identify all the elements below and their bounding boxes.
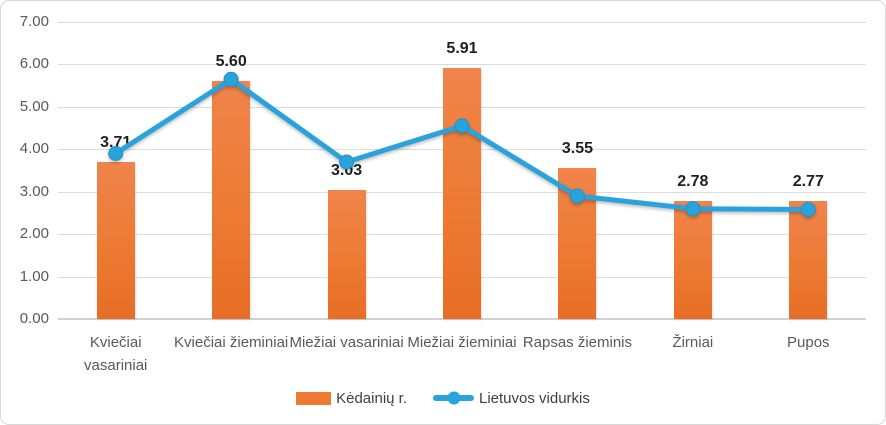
bar-data-label: 5.60 [215, 53, 247, 71]
y-axis-tick-label: 4.00 [19, 140, 49, 158]
bar[interactable] [443, 68, 481, 319]
legend: Kėdainių r. Lietuvos vidurkis [1, 385, 885, 411]
x-axis-category-label: Žirniai [672, 334, 714, 351]
bar-data-label: 2.77 [792, 173, 824, 191]
bar[interactable] [673, 201, 712, 319]
y-axis-tick-label: 6.00 [19, 55, 49, 73]
y-axis-tick-label: 2.00 [19, 225, 49, 243]
x-axis-category-label: Kviečiai vasariniai [84, 334, 148, 374]
y-axis-tick-label: 7.00 [19, 13, 49, 30]
y-axis-tick-label: 0.00 [19, 310, 49, 327]
bar[interactable] [327, 190, 366, 319]
bar-data-label: 3.03 [330, 162, 363, 180]
legend-label-bar-series: Kėdainių r. [336, 389, 407, 407]
legend-item-lietuvos-vidurkis[interactable]: Lietuvos vidurkis [433, 390, 590, 407]
bar-data-label: 3.55 [561, 140, 593, 158]
bar[interactable] [789, 201, 828, 319]
x-axis-category-label: Kviečiai žieminiai [174, 334, 289, 351]
y-axis-tick-label: 5.00 [19, 97, 49, 115]
bar[interactable] [96, 161, 135, 319]
y-axis-tick-label: 3.00 [19, 182, 49, 200]
bar-data-label: 5.91 [446, 40, 478, 58]
y-axis-tick-label: 1.00 [19, 267, 49, 285]
bar-series-swatch-icon [296, 391, 332, 405]
legend-label-line-series: Lietuvos vidurkis [479, 389, 590, 407]
bar-data-label: 3.71 [100, 133, 132, 151]
x-axis-category-label: Miežiai vasariniai [289, 334, 404, 351]
x-axis-category-label: Pupos [787, 334, 830, 351]
x-axis-line [58, 318, 866, 320]
bar[interactable] [558, 168, 597, 319]
x-axis-category-label: Rapsas žieminis [522, 334, 633, 351]
bar[interactable] [212, 81, 251, 319]
y-gridline [58, 64, 866, 66]
line-series-swatch-icon [433, 391, 474, 405]
y-gridline [58, 22, 866, 23]
x-axis-category-label: Miežiai žieminiai [407, 334, 517, 351]
legend-item-kedainiu-r[interactable]: Kėdainių r. [296, 390, 407, 407]
bar-data-label: 2.78 [677, 173, 709, 191]
line-marker-icon [447, 391, 460, 405]
